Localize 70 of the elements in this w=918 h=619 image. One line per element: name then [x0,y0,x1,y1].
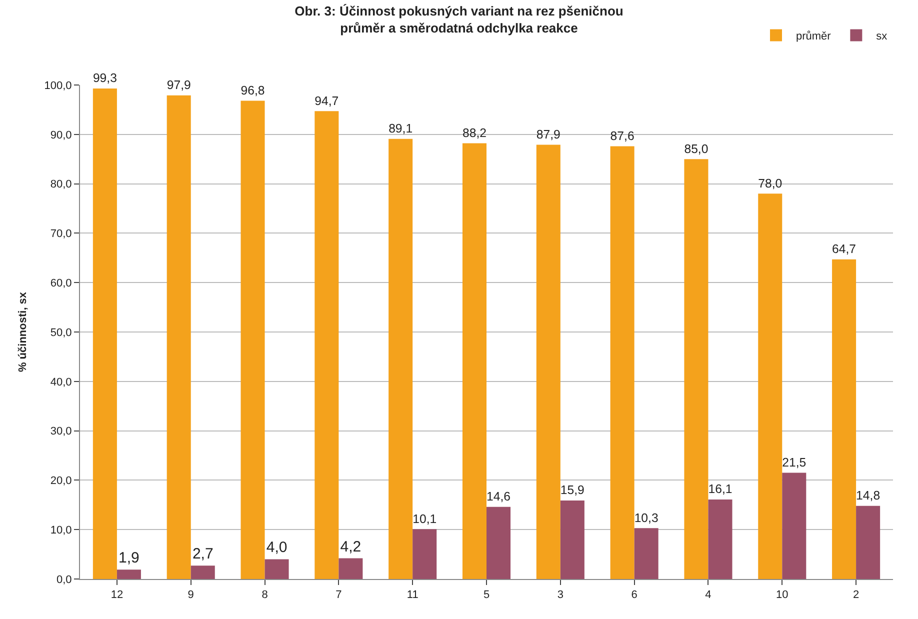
y-tick-label: 30,0 [50,426,72,438]
bar [782,472,806,579]
y-tick-label: 0,0 [56,574,72,586]
bar [560,500,584,579]
y-tick-label: 60,0 [50,277,72,290]
y-tick-label: 70,0 [50,228,72,240]
data-label: 99,3 [92,71,118,86]
data-label: 96,8 [240,84,265,98]
bar [634,528,658,579]
y-tick-label: 50,0 [50,326,72,339]
data-label: 1,9 [118,550,140,567]
bar [832,259,856,579]
data-label: 88,2 [462,126,487,140]
bar [758,194,782,579]
chart-title: Obr. 3: Účinnost pokusných variant na rez pšeničnou průměr a směrodatná odchylka reakce [294,3,624,36]
bar [338,558,363,579]
data-label: 85,0 [684,142,708,156]
data-label: 64,7 [832,242,856,256]
x-tick-label: 12 [110,589,124,602]
data-label: 87,9 [536,127,561,142]
data-label: 14,6 [486,490,511,504]
bar [486,506,511,579]
legend-label: sx [876,30,888,43]
bar [116,570,141,579]
x-tick-label: 4 [705,589,712,602]
y-tick-label: 90,0 [50,129,72,142]
x-tick-label: 5 [483,589,490,602]
bar [190,566,215,579]
data-label: 15,9 [560,483,585,498]
bar [264,559,289,579]
bar [684,159,708,579]
data-label: 89,1 [388,122,413,136]
legend-label: průměr [796,30,832,43]
bar [610,146,634,579]
y-tick-label: 80,0 [50,178,72,191]
x-tick-label: 10 [776,589,788,602]
data-label: 2,7 [192,546,214,563]
x-tick-label: 7 [336,589,342,602]
bar [708,499,732,579]
y-axis-title: % účinnosti, sx [16,291,29,372]
x-tick-label: 11 [406,589,418,602]
data-label: 4,0 [266,539,288,556]
data-label: 16,1 [708,482,732,496]
data-label: 87,6 [610,128,634,143]
bar [412,529,437,579]
bar [856,506,880,579]
x-tick-label: 2 [852,589,860,602]
data-label: 21,5 [782,456,806,470]
x-tick-label: 3 [557,589,564,602]
y-tick-label: 40,0 [50,376,72,388]
data-label: 10,3 [634,510,658,525]
y-tick-label: 10,0 [50,524,72,536]
data-label: 94,7 [314,94,339,108]
data-label: 10,1 [412,512,437,526]
data-label: 97,9 [166,78,191,92]
bar [314,111,339,579]
bar [166,95,191,579]
bar [536,144,560,579]
bar [240,100,265,579]
bar [462,143,486,579]
y-tick-label: 100,0 [44,80,72,92]
data-label: 14,8 [856,488,880,503]
x-tick-label: 9 [188,589,194,602]
x-tick-label: 6 [631,589,638,602]
x-tick-label: 8 [262,589,268,602]
bar [388,138,413,579]
data-label: 78,0 [758,176,782,190]
bar [92,88,117,579]
data-label: 4,2 [340,538,362,556]
y-tick-label: 20,0 [50,475,72,488]
